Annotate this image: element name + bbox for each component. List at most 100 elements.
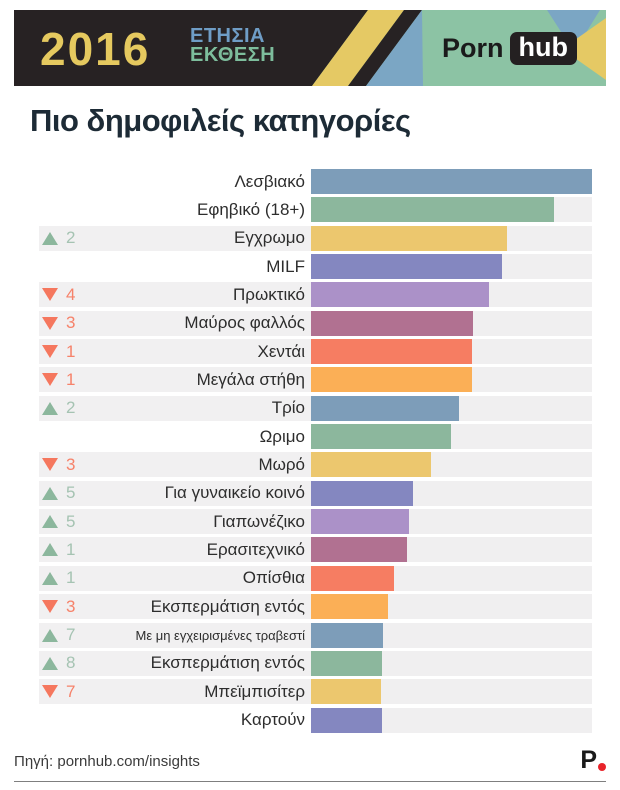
category-label: Εκσπερμάτιση εντός bbox=[150, 596, 305, 616]
header-banner: 2016 ΕΤΗΣΙΑ ΕΚΘΕΣΗ Porn hub bbox=[14, 10, 606, 86]
bar-track bbox=[311, 254, 592, 280]
rank-change-indicator: 7 bbox=[39, 682, 89, 702]
rank-change-indicator: 5 bbox=[39, 483, 89, 503]
logo-porn-text: Porn bbox=[442, 33, 504, 63]
bar-track bbox=[311, 594, 592, 620]
bar-row: 5 Γιαπωνέζικο bbox=[39, 509, 592, 535]
rank-change-value: 7 bbox=[66, 625, 76, 644]
triangle-up-icon bbox=[42, 401, 58, 415]
rank-change-value: 7 bbox=[66, 681, 76, 701]
rank-change-value: 2 bbox=[66, 398, 76, 418]
category-label: Τρίο bbox=[271, 398, 305, 418]
bar bbox=[311, 169, 592, 194]
bar-row: 1 Χεντάι bbox=[39, 339, 592, 365]
rank-change-value: 1 bbox=[66, 341, 76, 361]
category-label: Μπεϊμπισίτερ bbox=[204, 681, 305, 701]
bar-track bbox=[311, 480, 592, 506]
triangle-up-icon bbox=[42, 515, 58, 529]
category-label: Μεγάλα στήθη bbox=[196, 369, 305, 389]
bar-row: 5 Για γυναικείο κοινό bbox=[39, 480, 592, 506]
triangle-up-icon bbox=[42, 656, 58, 670]
bar-row: 3 Εκσπερμάτιση εντός bbox=[39, 594, 592, 620]
source-text: Πηγή: pornhub.com/insights bbox=[14, 753, 200, 770]
rank-change-indicator: 5 bbox=[39, 512, 89, 532]
bar-track bbox=[311, 565, 592, 591]
bar-row: Καρτούν bbox=[39, 707, 592, 733]
rank-change-value: 3 bbox=[66, 454, 76, 474]
banner-dark-block bbox=[14, 10, 368, 86]
bar bbox=[311, 339, 472, 365]
bar bbox=[311, 509, 410, 535]
category-label: Πρωκτικό bbox=[233, 284, 305, 304]
p-dot-logo: P bbox=[580, 748, 606, 773]
annual-report-line2: ΕΚΘΕΣΗ bbox=[190, 44, 276, 66]
footer-divider bbox=[14, 781, 606, 782]
page-title: Πιο δημοφιλείς κατηγορίες bbox=[30, 103, 411, 138]
bar bbox=[311, 395, 460, 421]
category-label: Καρτούν bbox=[240, 710, 305, 730]
bar-chart: Λεσβιακό Εφηβικό (18+) 2 Εγχρωμο MILF 4 Πρωκτι… bbox=[39, 169, 592, 736]
triangle-down-icon bbox=[42, 600, 58, 614]
triangle-up-icon bbox=[42, 231, 58, 245]
category-label: Ερασιτεχνικό bbox=[206, 539, 305, 559]
bar bbox=[311, 707, 383, 733]
category-label: Εφηβικό (18+) bbox=[196, 199, 305, 219]
bar-track bbox=[311, 225, 592, 251]
bar bbox=[311, 225, 508, 251]
rank-change-value: 4 bbox=[66, 284, 76, 304]
rank-change-indicator: 3 bbox=[39, 455, 89, 475]
bar-track bbox=[311, 197, 592, 223]
triangle-up-icon bbox=[42, 571, 58, 585]
bar bbox=[311, 650, 383, 676]
category-label: Λεσβιακό bbox=[234, 171, 305, 191]
rank-change-value: 1 bbox=[66, 539, 76, 559]
bar-track bbox=[311, 367, 592, 393]
rank-change-value: 3 bbox=[66, 313, 76, 333]
rank-change-indicator: 4 bbox=[39, 285, 89, 305]
rank-change-indicator: 1 bbox=[39, 342, 89, 362]
bar bbox=[311, 537, 408, 563]
bar-track bbox=[311, 452, 592, 478]
category-label: Για γυναικείο κοινό bbox=[164, 483, 305, 503]
bar-track bbox=[311, 339, 592, 365]
bar-row: 4 Πρωκτικό bbox=[39, 282, 592, 308]
rank-change-value: 5 bbox=[66, 483, 76, 503]
annual-report-label: ΕΤΗΣΙΑ ΕΚΘΕΣΗ bbox=[190, 26, 276, 66]
bar bbox=[311, 452, 431, 478]
category-label: Χεντάι bbox=[257, 341, 306, 361]
category-label: Μωρό bbox=[258, 454, 305, 474]
rank-change-value: 3 bbox=[66, 596, 76, 616]
triangle-down-icon bbox=[42, 288, 58, 302]
bar-row: MILF bbox=[39, 254, 592, 280]
bar bbox=[311, 254, 503, 280]
bar bbox=[311, 197, 555, 223]
rank-change-indicator: 1 bbox=[39, 370, 89, 390]
bar bbox=[311, 594, 388, 620]
bar bbox=[311, 480, 413, 506]
rank-change-value: 1 bbox=[66, 568, 76, 588]
triangle-up-icon bbox=[42, 628, 58, 642]
triangle-up-icon bbox=[42, 543, 58, 557]
bar-track bbox=[311, 282, 592, 308]
bar-row: 3 Μωρό bbox=[39, 452, 592, 478]
bar bbox=[311, 367, 472, 393]
red-dot-icon bbox=[598, 763, 606, 771]
triangle-down-icon bbox=[42, 458, 58, 472]
category-label: Ωριμο bbox=[259, 426, 305, 446]
category-label: Με μη εγχειρισμένες τραβεστί bbox=[135, 627, 305, 643]
bar-track bbox=[311, 679, 592, 705]
bar-row: 2 Τρίο bbox=[39, 395, 592, 421]
p-letter: P bbox=[580, 746, 597, 774]
triangle-up-icon bbox=[42, 486, 58, 500]
bar-row: Εφηβικό (18+) bbox=[39, 197, 592, 223]
bar-track bbox=[311, 537, 592, 563]
bar-track bbox=[311, 310, 592, 336]
category-label: Οπίσθια bbox=[242, 568, 305, 588]
bar-row: 8 Εκσπερμάτιση εντός bbox=[39, 650, 592, 676]
category-label: Γιαπωνέζικο bbox=[213, 511, 305, 531]
bar-row: Λεσβιακό bbox=[39, 169, 592, 194]
year-label: 2016 bbox=[40, 23, 151, 75]
category-label: Εγχρωμο bbox=[234, 228, 305, 248]
rank-change-value: 2 bbox=[66, 228, 76, 248]
rank-change-value: 1 bbox=[66, 369, 76, 389]
